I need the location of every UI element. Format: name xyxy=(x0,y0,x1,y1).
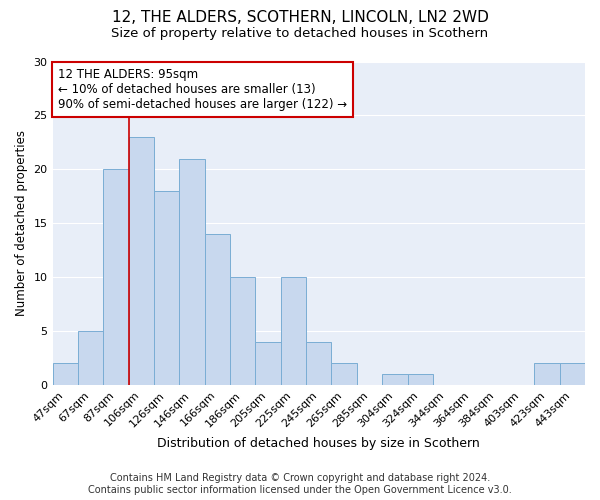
Bar xyxy=(281,277,306,385)
Bar xyxy=(154,191,179,385)
Bar xyxy=(407,374,433,385)
Text: Size of property relative to detached houses in Scothern: Size of property relative to detached ho… xyxy=(112,28,488,40)
Text: 12 THE ALDERS: 95sqm
← 10% of detached houses are smaller (13)
90% of semi-detac: 12 THE ALDERS: 95sqm ← 10% of detached h… xyxy=(58,68,347,111)
Text: 12, THE ALDERS, SCOTHERN, LINCOLN, LN2 2WD: 12, THE ALDERS, SCOTHERN, LINCOLN, LN2 2… xyxy=(112,10,488,25)
Bar xyxy=(306,342,331,385)
Bar xyxy=(179,158,205,385)
Bar xyxy=(53,364,78,385)
Bar xyxy=(256,342,281,385)
Bar xyxy=(103,170,128,385)
Text: Contains HM Land Registry data © Crown copyright and database right 2024.
Contai: Contains HM Land Registry data © Crown c… xyxy=(88,474,512,495)
Y-axis label: Number of detached properties: Number of detached properties xyxy=(15,130,28,316)
Bar xyxy=(534,364,560,385)
X-axis label: Distribution of detached houses by size in Scothern: Distribution of detached houses by size … xyxy=(157,437,480,450)
Bar xyxy=(230,277,256,385)
Bar xyxy=(331,364,357,385)
Bar xyxy=(382,374,407,385)
Bar xyxy=(205,234,230,385)
Bar xyxy=(128,137,154,385)
Bar xyxy=(560,364,585,385)
Bar xyxy=(78,331,103,385)
